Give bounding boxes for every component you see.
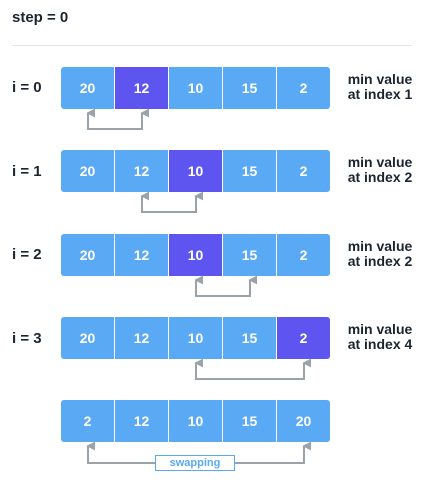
array-cell-highlighted: 10 <box>169 150 222 192</box>
min-value-note-3: min value at index 4 <box>330 322 430 352</box>
min-value-note-1: min value at index 2 <box>330 155 430 185</box>
array-cell: 10 <box>169 317 222 359</box>
min-value-label: min value <box>347 71 413 87</box>
min-value-label: min value <box>347 321 413 337</box>
min-index-label: at index 4 <box>347 336 413 352</box>
array-cell: 2 <box>277 234 330 276</box>
compare-arrow-0 <box>86 108 150 130</box>
array-cell: 12 <box>115 317 168 359</box>
min-index-label: at index 2 <box>347 253 413 269</box>
array-cell: 15 <box>223 67 276 109</box>
array-cell: 12 <box>115 234 168 276</box>
array-cell-highlighted: 12 <box>115 67 168 109</box>
array-cell: 20 <box>61 317 114 359</box>
divider <box>12 45 412 46</box>
swap-arrow <box>88 446 304 464</box>
swapping-label: swapping <box>155 455 235 471</box>
array-cell-highlighted: 2 <box>277 317 330 359</box>
array-cell: 20 <box>277 400 330 442</box>
array-cell: 15 <box>223 400 276 442</box>
min-index-label: at index 1 <box>347 86 413 102</box>
row-label-3: i = 3 <box>12 330 42 347</box>
step-title: step = 0 <box>12 9 69 26</box>
min-value-note-2: min value at index 2 <box>330 239 430 269</box>
compare-arrow-3 <box>194 358 312 380</box>
min-value-label: min value <box>347 238 413 254</box>
array-cell: 20 <box>61 150 114 192</box>
array-cell: 15 <box>223 150 276 192</box>
compare-arrow-2 <box>194 275 258 297</box>
array-cell: 15 <box>223 234 276 276</box>
row-label-0: i = 0 <box>12 79 42 96</box>
array-cell: 10 <box>169 67 222 109</box>
array-cell: 2 <box>277 150 330 192</box>
compare-arrow-1 <box>140 191 204 213</box>
array-row-3: 20 12 10 15 2 <box>61 317 330 359</box>
array-result: 2 12 10 15 20 <box>61 400 330 442</box>
array-cell-highlighted: 10 <box>169 234 222 276</box>
array-cell: 12 <box>115 400 168 442</box>
min-value-note-0: min value at index 1 <box>330 72 430 102</box>
array-row-0: 20 12 10 15 2 <box>61 67 330 109</box>
array-cell: 10 <box>169 400 222 442</box>
array-row-2: 20 12 10 15 2 <box>61 234 330 276</box>
array-cell: 12 <box>115 150 168 192</box>
array-cell: 15 <box>223 317 276 359</box>
array-cell: 20 <box>61 234 114 276</box>
array-cell: 2 <box>61 400 114 442</box>
min-index-label: at index 2 <box>347 169 413 185</box>
row-label-1: i = 1 <box>12 163 42 180</box>
row-label-2: i = 2 <box>12 246 42 263</box>
array-cell: 20 <box>61 67 114 109</box>
array-row-1: 20 12 10 15 2 <box>61 150 330 192</box>
array-cell: 2 <box>277 67 330 109</box>
min-value-label: min value <box>347 154 413 170</box>
